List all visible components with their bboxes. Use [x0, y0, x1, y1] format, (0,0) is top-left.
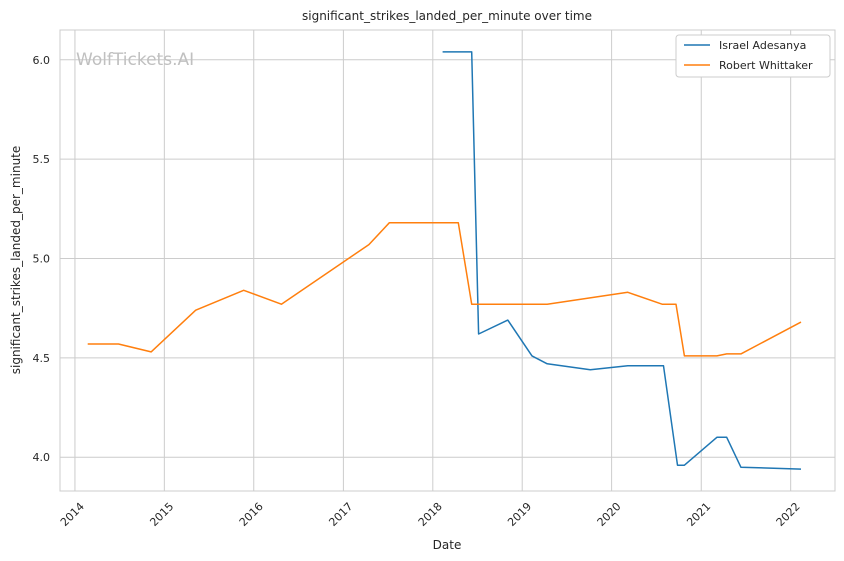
series-line-1 — [87, 221, 802, 357]
y-tick-label: 4.5 — [33, 352, 51, 365]
x-tick-label: 2022 — [774, 500, 803, 529]
legend-box — [675, 34, 831, 78]
series-line-0 — [442, 51, 802, 470]
x-tick-labels: 2014 2015 2016 2017 2018 2019 2020 2021 2022 — [58, 500, 803, 529]
watermark: WolfTickets.AI — [76, 50, 194, 70]
x-tick-label: 2017 — [326, 500, 355, 529]
x-tick-label: 2014 — [58, 500, 87, 529]
x-tick-label: 2020 — [595, 500, 624, 529]
y-tick-label: 6.0 — [33, 54, 51, 67]
y-axis-title: significant_strikes_landed_per_minute — [9, 146, 23, 375]
legend: Israel Adesanya Robert Whittaker — [675, 34, 831, 78]
x-tick-label: 2016 — [237, 500, 266, 529]
x-tick-label: 2018 — [416, 500, 445, 529]
x-axis-title: Date — [433, 538, 462, 552]
y-tick-labels: 4.0 4.5 5.0 5.5 6.0 — [33, 54, 51, 464]
legend-label: Israel Adesanya — [719, 39, 806, 52]
y-tick-label: 5.0 — [33, 253, 51, 266]
legend-label: Robert Whittaker — [719, 59, 813, 72]
x-tick-label: 2019 — [505, 500, 534, 529]
series-lines — [87, 51, 802, 470]
chart-title: significant_strikes_landed_per_minute ov… — [302, 9, 592, 23]
x-tick-label: 2015 — [147, 500, 176, 529]
x-tick-label: 2021 — [684, 500, 713, 529]
y-tick-label: 5.5 — [33, 153, 51, 166]
plot-area — [59, 29, 836, 492]
y-tick-label: 4.0 — [33, 451, 51, 464]
